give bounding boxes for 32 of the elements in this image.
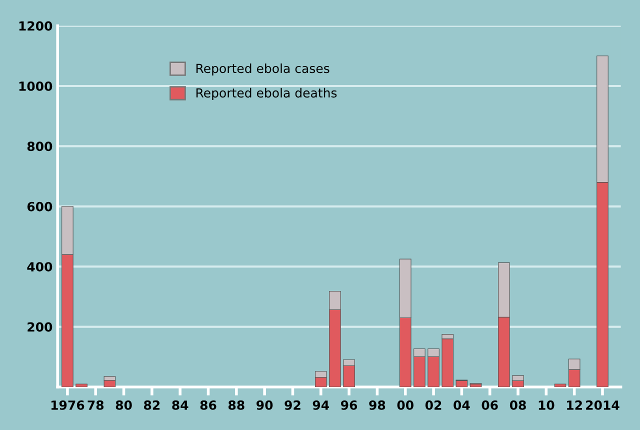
bar bbox=[76, 384, 88, 387]
x-tick-label: 04 bbox=[454, 400, 470, 410]
x-tick-label: 92 bbox=[284, 400, 300, 410]
x-tick-label: 00 bbox=[397, 400, 414, 410]
y-tick-label: 1200 bbox=[19, 21, 52, 31]
legend-label: Reported ebola deaths bbox=[196, 88, 337, 100]
y-tick-label: 600 bbox=[27, 202, 52, 212]
x-tick-label: 96 bbox=[341, 400, 358, 410]
x-tick-label: 2014 bbox=[586, 400, 620, 410]
y-tick-label: 800 bbox=[27, 142, 52, 152]
y-tick-label: 1000 bbox=[19, 81, 52, 91]
x-tick-label: 12 bbox=[567, 400, 582, 410]
x-tick-label: 10 bbox=[538, 400, 554, 410]
bar bbox=[456, 380, 468, 387]
x-tick-label: 82 bbox=[144, 400, 160, 410]
x-tick-label: 1976 bbox=[51, 400, 84, 410]
x-tick-label: 86 bbox=[200, 400, 216, 410]
legend-label: Reported ebola cases bbox=[196, 63, 330, 76]
x-tick-label: 02 bbox=[425, 400, 442, 410]
x-tick-label: 84 bbox=[172, 400, 188, 410]
x-tick-label: 06 bbox=[482, 400, 498, 410]
x-tick-label: 90 bbox=[256, 400, 273, 410]
bar bbox=[554, 384, 566, 387]
y-tick-label: 200 bbox=[28, 322, 52, 332]
bar bbox=[104, 380, 116, 387]
x-tick-label: 78 bbox=[88, 400, 104, 410]
x-tick-label: 88 bbox=[228, 400, 244, 410]
x-tick-label: 08 bbox=[510, 400, 526, 410]
y-tick-label: 400 bbox=[27, 262, 52, 272]
x-tick-label: 98 bbox=[369, 400, 386, 410]
x-tick-label: 94 bbox=[312, 400, 330, 410]
x-tick-label: 80 bbox=[116, 400, 132, 410]
